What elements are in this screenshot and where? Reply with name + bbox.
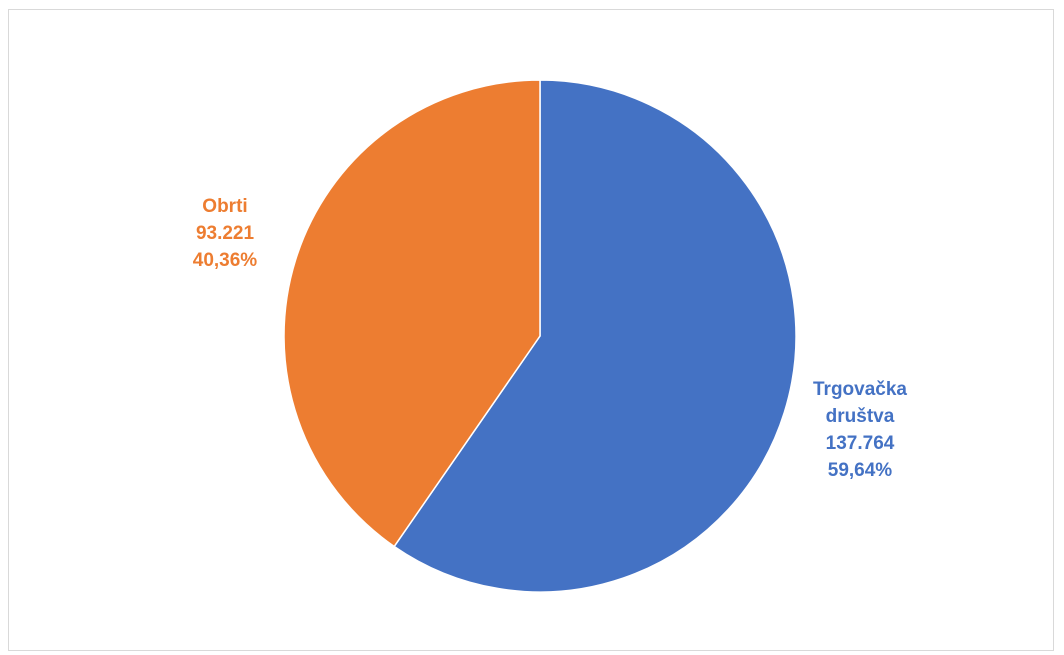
slice-percent-obrti: 40,36% [192, 250, 258, 271]
slice-label-trgovacka-line1: Trgovačka [813, 379, 907, 400]
slice-label-obrti: Obrti [202, 196, 248, 217]
pie-slice-obrti [283, 79, 541, 548]
pie-slice-trgovacka-drustva [393, 79, 797, 593]
slice-value-obrti: 93.221 [195, 223, 255, 244]
slice-percent-trgovacka: 59,64% [827, 460, 893, 481]
data-label-obrti: Obrti 93.221 40,36% [160, 193, 290, 274]
data-label-trgovacka-drustva: Trgovačka društva 137.764 59,64% [790, 376, 930, 484]
slice-label-trgovacka-line2: društva [825, 406, 895, 427]
slice-value-trgovacka: 137.764 [825, 433, 895, 454]
